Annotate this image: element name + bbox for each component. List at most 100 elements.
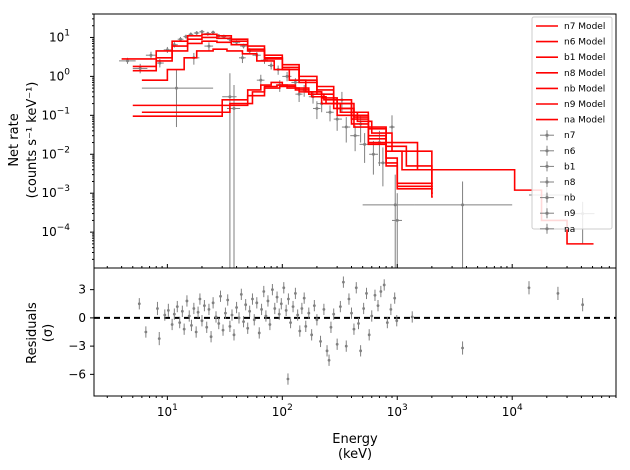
residual-point: [185, 295, 189, 307]
residual-point: [217, 317, 221, 330]
residual-point: [373, 289, 377, 301]
residual-marker: [244, 303, 248, 307]
data-point: [141, 69, 214, 128]
legend-data-marker: [545, 227, 549, 231]
y-tick-label: 101: [49, 28, 70, 44]
residual-point: [352, 323, 356, 335]
data-point-marker: [149, 53, 153, 57]
data-point-marker: [335, 117, 339, 121]
top-ylabel-line1: Net rate: [7, 113, 22, 166]
residual-marker: [296, 313, 300, 317]
residual-point: [312, 300, 316, 312]
residual-point: [239, 288, 243, 300]
data-point-marker: [138, 66, 142, 70]
residual-marker: [224, 311, 227, 315]
residual-marker: [527, 286, 531, 290]
model-line-nb: [141, 84, 433, 195]
legend-label: n7 Model: [564, 22, 605, 32]
legend-label: b1: [564, 162, 575, 172]
x-tick-label: 101: [157, 403, 178, 419]
residual-marker: [230, 313, 234, 317]
residual-point: [302, 292, 306, 304]
residual-marker: [362, 307, 366, 310]
legend-data-marker: [545, 211, 549, 215]
residual-marker: [232, 333, 236, 337]
residual-marker: [310, 333, 314, 337]
residual-point: [367, 329, 371, 341]
residual-point: [224, 307, 227, 319]
data-point: [341, 117, 351, 143]
residual-marker: [264, 314, 268, 318]
residual-marker: [187, 314, 191, 318]
data-point-marker: [353, 134, 357, 138]
residual-marker: [251, 297, 254, 301]
residual-y-tick-label: 0: [78, 311, 86, 325]
residual-marker: [322, 308, 326, 311]
residual-marker: [277, 312, 281, 316]
residual-point: [248, 305, 252, 317]
data-point-marker: [200, 30, 204, 34]
residual-marker: [350, 311, 353, 315]
residual-marker: [393, 296, 397, 300]
residual-marker: [214, 315, 218, 319]
data-point-marker: [371, 152, 375, 156]
residual-marker: [382, 283, 386, 287]
data-point: [132, 63, 148, 74]
residual-marker: [172, 312, 176, 316]
residual-point: [341, 276, 345, 288]
data-point-marker: [259, 78, 263, 82]
data-point: [204, 42, 214, 51]
residual-point: [359, 345, 363, 357]
residual-point: [163, 309, 167, 321]
legend-item: nb: [540, 192, 576, 204]
residual-marker: [196, 310, 200, 314]
residual-point: [157, 332, 161, 346]
legend-item: n6 Model: [536, 38, 605, 48]
legend-item: n6: [540, 145, 576, 157]
residual-marker: [286, 377, 290, 381]
residual-marker: [248, 309, 252, 313]
data-point: [299, 85, 309, 97]
data-point-marker: [381, 161, 385, 165]
residual-marker: [219, 294, 222, 298]
residual-marker: [194, 330, 198, 334]
residual-point: [166, 303, 170, 317]
residual-marker: [319, 340, 322, 343]
residual-point: [228, 320, 232, 332]
residual-marker: [298, 329, 302, 333]
residual-point: [196, 306, 200, 318]
residual-marker: [410, 315, 414, 319]
legend-label: n9: [564, 209, 576, 219]
model-line-n8: [132, 40, 433, 188]
residual-point: [365, 287, 368, 300]
residual-point: [255, 297, 259, 309]
residual-marker: [252, 318, 256, 322]
residual-point: [192, 302, 196, 315]
residual-marker: [266, 299, 270, 303]
residual-marker: [175, 305, 179, 308]
residual-marker: [395, 319, 399, 323]
bottom-ylabel-line1: Residuals: [25, 302, 40, 364]
legend-label: nb Model: [564, 84, 605, 94]
residual-marker: [367, 333, 371, 337]
residual-point: [329, 321, 333, 333]
data-point-marker: [232, 106, 236, 110]
residual-marker: [182, 327, 186, 331]
residual-point: [376, 300, 380, 312]
legend-label: nb: [564, 194, 576, 204]
residual-marker: [341, 280, 345, 284]
residual-marker: [226, 298, 230, 302]
y-tick-label: 10−1: [41, 106, 70, 122]
legend-data-marker: [545, 133, 549, 137]
data-point-marker: [126, 59, 130, 63]
data-point: [187, 52, 200, 65]
residual-point: [156, 301, 159, 316]
residual-point: [211, 297, 215, 309]
legend-item: na: [540, 223, 575, 235]
residual-point: [344, 340, 348, 352]
residual-point: [194, 326, 198, 338]
residual-point: [304, 320, 308, 332]
residual-point: [277, 308, 281, 320]
residual-marker: [185, 299, 189, 303]
residual-point: [393, 292, 397, 304]
